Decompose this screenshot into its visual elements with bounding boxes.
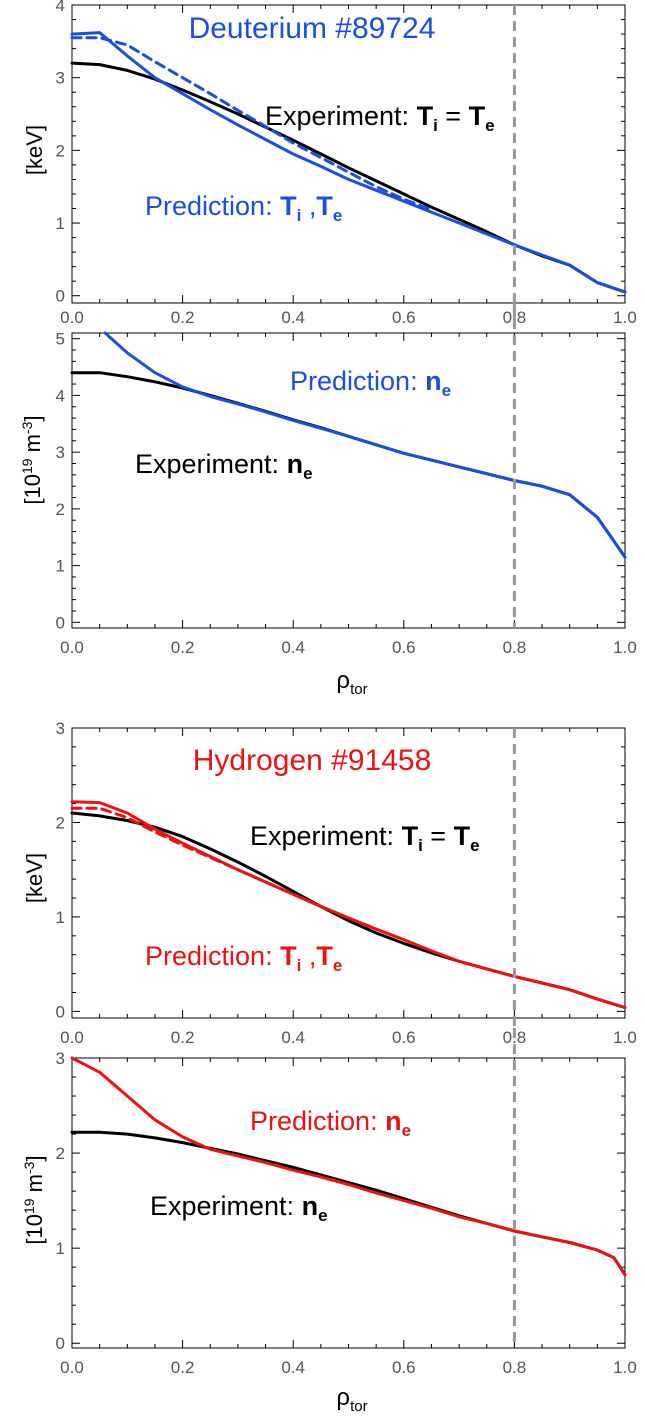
x-tick-label: 0.0 <box>60 1358 84 1377</box>
y-tick-label: 2 <box>56 500 65 519</box>
y-tick-label: 0 <box>56 1002 65 1021</box>
x-axis-label: ρtor <box>336 667 367 698</box>
series-line <box>70 61 627 294</box>
x-tick-label: 0.6 <box>392 1358 416 1377</box>
annotation-prediction: Prediction: Ti ,Te <box>145 191 342 225</box>
y-axis-label: [keV] <box>22 853 47 903</box>
panel-deuterium-density: 0.0 0.2 0.4 0.6 0.8 1.0 0 1 2 3 4 5 [1019 m-3] ρtor Pr… <box>19 303 637 698</box>
annotation-experiment: Experiment: ne <box>135 449 313 483</box>
x-tick-label: 0.2 <box>171 638 195 657</box>
x-tick-label: 0.4 <box>281 638 305 657</box>
y-axis-label: [1019 m-3] <box>19 415 45 504</box>
plot-frame <box>71 4 626 304</box>
x-tick-label: 0.4 <box>281 308 305 327</box>
y-tick-label: 0 <box>56 287 65 306</box>
x-tick-label: 1.0 <box>613 308 637 327</box>
y-tick-label: 3 <box>56 719 65 738</box>
y-tick-label: 2 <box>56 813 65 832</box>
x-tick-label: 0.0 <box>60 308 84 327</box>
x-tick-label: 0.4 <box>281 1358 305 1377</box>
y-tick-label: 1 <box>56 1239 65 1258</box>
y-tick-label: 2 <box>56 1144 65 1163</box>
y-tick-label: 3 <box>56 69 65 88</box>
y-tick-label: 5 <box>56 330 65 349</box>
x-tick-label: 0.2 <box>171 308 195 327</box>
y-tick-label: 4 <box>56 386 65 405</box>
y-tick-label: 2 <box>56 141 65 160</box>
series-line <box>103 331 627 559</box>
annotation-prediction: Prediction: Ti ,Te <box>145 941 342 975</box>
x-tick-label: 0.6 <box>392 638 416 657</box>
x-tick-label: 1.0 <box>613 1358 637 1377</box>
x-tick-label: 0.2 <box>171 1358 195 1377</box>
y-tick-label: 4 <box>56 0 65 15</box>
series-line-dashed <box>70 806 406 942</box>
x-tick-label: 0.0 <box>60 638 84 657</box>
x-tick-label: 0.8 <box>503 1358 527 1377</box>
annotation-experiment: Experiment: Ti = Te <box>250 821 480 855</box>
panel-hydrogen-density: 0.0 0.2 0.4 0.6 0.8 1.0 0 1 2 3 [1019 m-3] ρtor Pred… <box>21 1028 637 1415</box>
x-axis-label: ρtor <box>336 1384 367 1415</box>
x-tick-label: 0.0 <box>60 1028 84 1047</box>
x-tick-label: 0.2 <box>171 1028 195 1047</box>
y-tick-label: 0 <box>56 613 65 632</box>
annotation-experiment: Experiment: ne <box>150 1191 328 1225</box>
series-line-dashed <box>70 36 433 212</box>
y-tick-label: 0 <box>56 1334 65 1353</box>
y-tick-label: 1 <box>56 214 65 233</box>
panel-title: Deuterium #89724 <box>189 12 436 45</box>
y-tick-label: 3 <box>56 443 65 462</box>
series-line <box>70 1056 627 1277</box>
y-tick-label: 1 <box>56 908 65 927</box>
y-tick-label: 1 <box>56 557 65 576</box>
y-tick-label: 3 <box>56 1049 65 1068</box>
x-tick-label: 1.0 <box>613 1028 637 1047</box>
annotation-prediction: Prediction: ne <box>250 1106 411 1140</box>
x-tick-label: 0.4 <box>281 1028 305 1047</box>
y-axis-label: [keV] <box>22 125 47 175</box>
x-tick-label: 0.8 <box>503 638 527 657</box>
annotation-prediction: Prediction: ne <box>290 366 451 400</box>
x-tick-label: 0.6 <box>392 308 416 327</box>
x-tick-label: 0.6 <box>392 1028 416 1047</box>
x-tick-label: 1.0 <box>613 638 637 657</box>
series-line <box>70 31 627 294</box>
annotation-experiment: Experiment: Ti = Te <box>265 101 495 135</box>
y-axis-label: [1019 m-3] <box>21 1155 47 1244</box>
panel-title: Hydrogen #91458 <box>193 744 432 777</box>
